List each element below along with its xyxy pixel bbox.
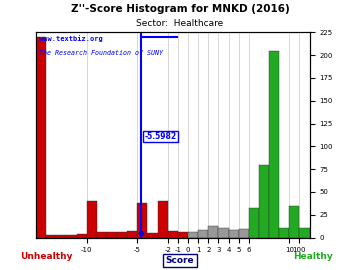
Text: The Research Foundation of SUNY: The Research Foundation of SUNY — [39, 50, 163, 56]
Text: Score: Score — [166, 256, 194, 265]
Bar — [36, 37, 46, 238]
Bar — [289, 206, 300, 238]
Bar — [269, 51, 279, 238]
Bar — [279, 228, 289, 238]
Bar — [127, 231, 137, 238]
Bar — [148, 233, 158, 238]
Bar — [66, 235, 77, 238]
Bar — [137, 203, 148, 238]
Text: Healthy: Healthy — [293, 252, 333, 261]
Bar — [229, 230, 239, 238]
Bar — [259, 165, 269, 238]
Text: www.textbiz.org: www.textbiz.org — [39, 35, 103, 42]
Bar — [87, 201, 97, 238]
Bar — [188, 232, 198, 238]
Text: -5.5982: -5.5982 — [144, 132, 176, 141]
Bar — [168, 231, 178, 238]
Text: Unhealthy: Unhealthy — [21, 252, 73, 261]
Bar — [208, 226, 219, 238]
Bar — [117, 232, 127, 238]
Bar — [239, 230, 249, 238]
Bar — [198, 230, 208, 238]
Bar — [249, 208, 259, 238]
Bar — [158, 201, 168, 238]
Bar — [107, 232, 117, 238]
Bar — [300, 228, 310, 238]
Bar — [77, 234, 87, 238]
Text: Sector:  Healthcare: Sector: Healthcare — [136, 19, 224, 28]
Bar — [219, 228, 229, 238]
Bar — [97, 232, 107, 238]
Text: Z''-Score Histogram for MNKD (2016): Z''-Score Histogram for MNKD (2016) — [71, 4, 289, 14]
Bar — [178, 232, 188, 238]
Bar — [46, 235, 56, 238]
Bar — [56, 235, 66, 238]
